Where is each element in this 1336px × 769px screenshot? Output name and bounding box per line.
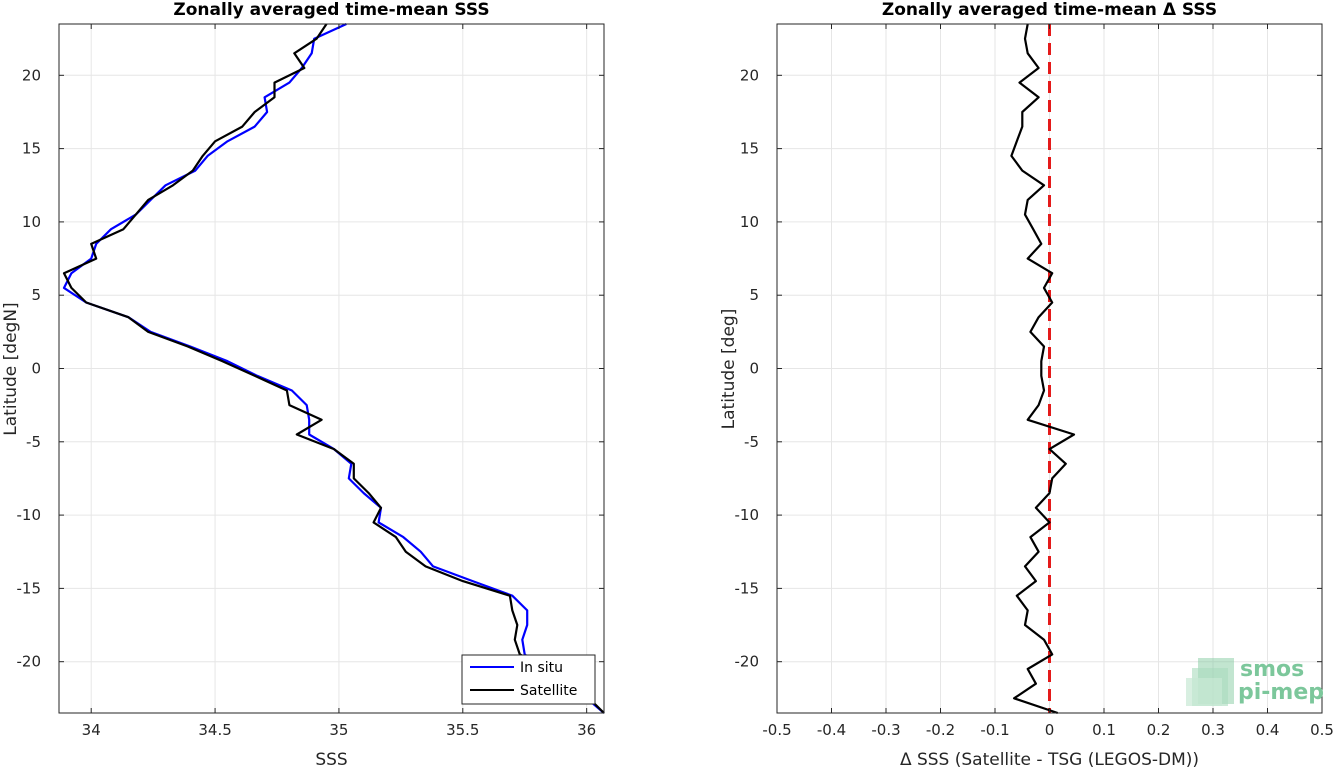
y-tick-label: -20 [735, 653, 760, 671]
x-tick-label: 36 [577, 721, 596, 739]
y-tick-label: 0 [31, 360, 41, 378]
logo-text-line2: pi-mep [1238, 680, 1324, 705]
series-group [62, 22, 605, 714]
x-tick-label: -0.3 [871, 721, 900, 739]
y-tick-label: 10 [740, 213, 759, 231]
logo-text-line1: smos [1240, 657, 1304, 682]
y-tick-label: 20 [740, 66, 759, 84]
x-tick-label: 35.5 [446, 721, 479, 739]
x-tick-label: -0.4 [817, 721, 846, 739]
y-tick-label: 15 [740, 140, 759, 158]
y-tick-label: -20 [17, 653, 42, 671]
legend: In situ Satellite [461, 654, 596, 705]
chart-title-delta-sss: Zonally averaged time-mean Δ SSS [882, 0, 1217, 20]
x-tick-label: 0 [1045, 721, 1055, 739]
legend-label-satellite: Satellite [520, 683, 577, 699]
y-axis-label-sss: Latitude [degN] [1, 302, 21, 435]
y-tick-label: 5 [749, 286, 759, 304]
axes-delta-sss: -0.5 -0.4 -0.3 -0.2 -0.1 0 0.1 0.2 0.3 0.4 0.5 20 15… [719, 0, 1334, 769]
series-line-in-situ [62, 22, 605, 714]
series-line-delta-sss [1010, 23, 1076, 715]
x-tick-label: 0.4 [1256, 721, 1280, 739]
smos-pi-mep-logo: smos pi-mep [1186, 657, 1324, 706]
x-tick-label: 34.5 [198, 721, 231, 739]
y-tick-label: -15 [735, 579, 760, 597]
x-tick-label: 0.2 [1147, 721, 1171, 739]
y-tick-label: -5 [744, 433, 759, 451]
x-tick-label: -0.5 [762, 721, 791, 739]
grid [59, 24, 604, 713]
y-tick-label: 0 [749, 360, 759, 378]
chart-title-sss: Zonally averaged time-mean SSS [173, 0, 489, 20]
y-axis-label-delta-sss: Latitude [deg] [719, 309, 739, 430]
logo-graphic [1186, 658, 1234, 706]
x-tick-label: 34 [82, 721, 101, 739]
x-tick-label: 0.3 [1201, 721, 1225, 739]
axes-sss: 34 34.5 35 35.5 36 20 15 10 5 0 -5 -10 -15 -20 Zonall… [1, 0, 605, 769]
y-tick-label: -10 [735, 506, 760, 524]
series-group [1010, 23, 1076, 715]
ticks: 34 34.5 35 35.5 36 20 15 10 5 0 -5 -10 -15 -20 [17, 24, 604, 739]
x-tick-label: -0.2 [926, 721, 955, 739]
x-tick-label: 35 [329, 721, 348, 739]
y-tick-label: -10 [17, 506, 42, 524]
x-tick-label: 0.5 [1310, 721, 1334, 739]
x-axis-label-delta-sss: Δ SSS (Satellite - TSG (LEGOS-DM)) [900, 750, 1199, 769]
x-tick-label: -0.1 [980, 721, 1009, 739]
x-tick-label: 0.1 [1092, 721, 1116, 739]
y-tick-label: 20 [22, 66, 41, 84]
series-line-satellite [62, 23, 605, 714]
legend-box [461, 654, 596, 705]
y-tick-label: 10 [22, 213, 41, 231]
x-axis-label-sss: SSS [315, 750, 347, 769]
y-tick-label: -5 [26, 433, 41, 451]
y-tick-label: 5 [31, 286, 41, 304]
y-tick-label: -15 [17, 579, 42, 597]
ticks: -0.5 -0.4 -0.3 -0.2 -0.1 0 0.1 0.2 0.3 0.4 0.5 20 15… [735, 24, 1334, 739]
y-tick-label: 15 [22, 140, 41, 158]
legend-label-in-situ: In situ [520, 660, 563, 676]
